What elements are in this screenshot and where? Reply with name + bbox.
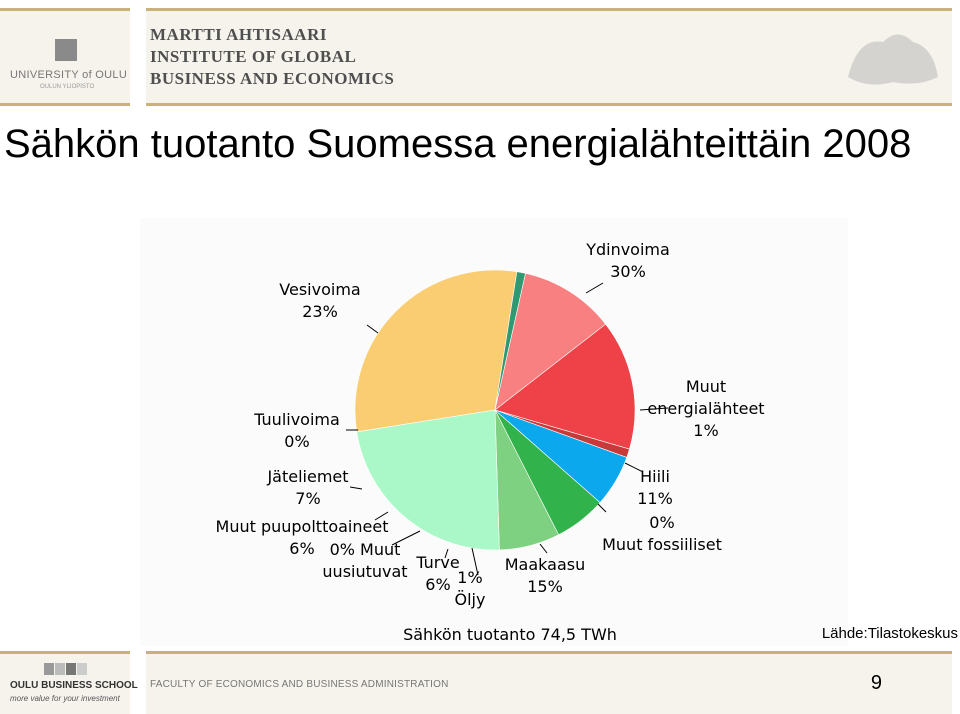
institute-line-3: BUSINESS AND ECONOMICS: [150, 69, 395, 88]
faculty-name: FACULTY OF ECONOMICS AND BUSINESS ADMINI…: [150, 679, 449, 690]
footer-bar: FACULTY OF ECONOMICS AND BUSINESS ADMINI…: [146, 651, 952, 714]
school-tagline: more value for your investment: [10, 694, 120, 703]
slice-label: Hiili 11%: [637, 467, 673, 508]
pie-slice: [494, 273, 607, 411]
institute-banner: MARTTI AHTISAARI INSTITUTE OF GLOBAL BUS…: [146, 8, 952, 106]
leader-line: [444, 548, 449, 559]
leader-line: [639, 407, 669, 411]
source-note: Lähde:Tilastokeskus: [821, 625, 958, 642]
slice-label: Muut puupolttoaineet 6%: [216, 517, 389, 558]
leader-line: [366, 324, 379, 334]
slice-label: 1% Öljy: [455, 568, 486, 609]
institute-line-2: INSTITUTE OF GLOBAL: [150, 47, 357, 66]
pie-slice: [354, 269, 518, 433]
slice-label: 0% Muut uusiutuvat: [322, 540, 407, 581]
school-name: OULU BUSINESS SCHOOL: [10, 680, 138, 691]
institute-line-1: MARTTI AHTISAARI: [150, 25, 327, 44]
pie-slice: [494, 323, 636, 450]
school-mark-icon: [44, 662, 88, 675]
slide-title: Sähkön tuotanto Suomessa energialähteitt…: [4, 122, 912, 166]
lion-crest-icon: [848, 34, 938, 85]
leader-line: [539, 543, 548, 554]
leader-line: [374, 511, 389, 521]
slice-label: Ydinvoima 30%: [585, 240, 670, 281]
slice-label: Vesivoima 23%: [279, 280, 360, 321]
business-school-logo: OULU BUSINESS SCHOOL more value for your…: [0, 651, 138, 714]
pie-slice: [356, 409, 500, 551]
university-name: UNIVERSITY of OULU: [10, 69, 128, 81]
university-logo: UNIVERSITY of OULU OULUN YLIOPISTO: [0, 8, 130, 106]
leader-line: [349, 486, 363, 490]
leader-line: [624, 462, 644, 473]
page-number: 9: [870, 672, 882, 694]
slice-label: Jäteliemet 7%: [266, 467, 348, 508]
chart-caption: Sähkön tuotanto 74,5 TWh: [403, 625, 617, 644]
university-emblem-icon: [55, 39, 77, 61]
leader-line: [585, 282, 604, 294]
leader-line: [391, 530, 421, 546]
slice-label: Maakaasu 15%: [505, 555, 585, 596]
slice-label: Muut energialähteet 1%: [647, 377, 764, 440]
slice-label: Tuulivoima 0%: [253, 410, 340, 451]
leader-line: [597, 503, 607, 513]
slice-label: 0% Muut fossiiliset: [602, 513, 722, 554]
leader-line: [471, 547, 479, 576]
slice-label: Turve 6%: [415, 553, 459, 594]
university-subname: OULUN YLIOPISTO: [40, 84, 95, 90]
